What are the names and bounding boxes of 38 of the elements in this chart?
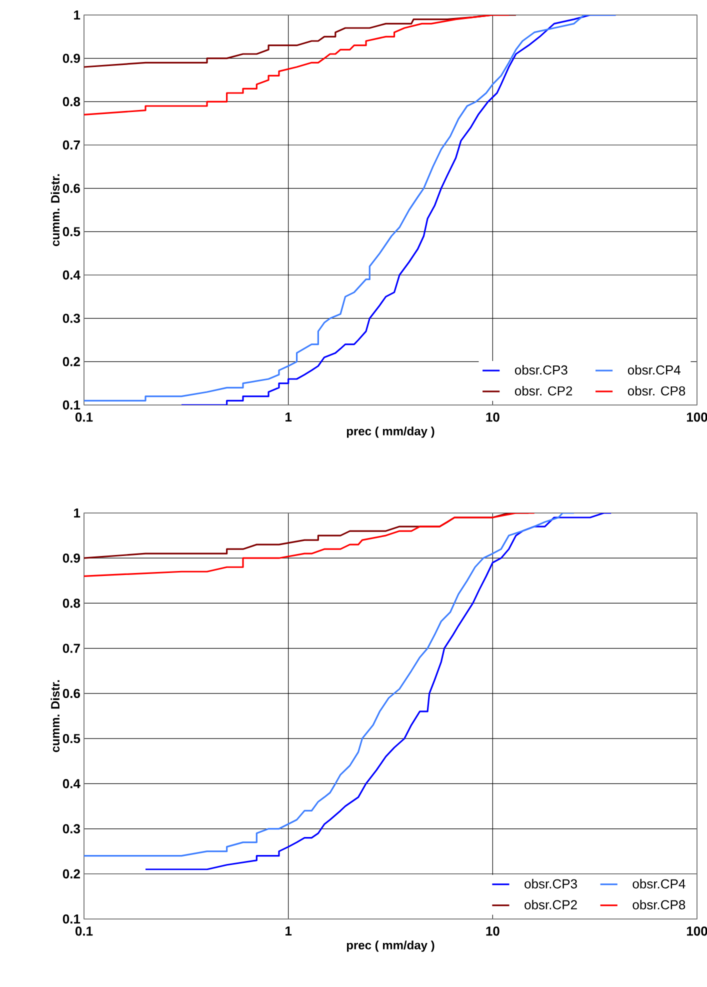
x-tick-label: 10 [486,926,500,936]
legend-label: obsr.CP2 [524,900,577,910]
y-tick-label: 0.5 [62,734,80,744]
legend-label: obsr.CP3 [524,878,577,888]
y-tick-label: 0.2 [62,869,80,878]
y-tick-label: 0.3 [62,314,80,323]
y-tick-label: 0.9 [62,554,80,563]
x-tick-label: 100 [686,926,707,936]
legend-label: obsr.CP3 [514,365,568,375]
y-tick-label: 0.1 [62,400,80,410]
x-tick-label: 1 [286,412,292,422]
legend-label: obsr. CP2 [514,386,572,396]
y-tick-label: 0.7 [62,644,80,653]
x-axis-title: prec ( mm/day ) [346,940,434,952]
y-tick-label: 1 [74,508,80,518]
x-tick-label: 10 [486,412,500,422]
y-tick-label: 0.2 [62,357,80,366]
y-tick-label: 0.9 [62,54,80,63]
x-tick-label: 1 [286,926,292,936]
y-tick-label: 0.3 [62,824,80,834]
x-tick-label: 100 [686,412,707,422]
y-tick-label: 0.4 [62,270,80,280]
y-tick-label: 0.6 [62,688,80,698]
y-axis-title: cumm. Distr. [50,680,60,752]
y-tick-label: 0.8 [62,97,80,106]
y-axis-title: cumm. Distr. [50,174,60,246]
x-axis-title: prec ( mm/day ) [346,426,434,438]
legend-label: obsr.CP4 [632,878,686,888]
legend-label: obsr. CP8 [628,386,686,396]
y-tick-label: 0.4 [62,779,80,788]
y-tick-label: 0.5 [62,227,80,236]
legend-label: obsr.CP4 [628,365,680,375]
y-tick-label: 0.8 [62,598,80,608]
y-tick-label: 1 [74,10,80,20]
y-tick-label: 0.6 [62,184,80,193]
legend-label: obsr.CP8 [632,900,686,910]
y-tick-label: 0.7 [62,140,80,150]
y-tick-label: 0.1 [62,914,80,924]
